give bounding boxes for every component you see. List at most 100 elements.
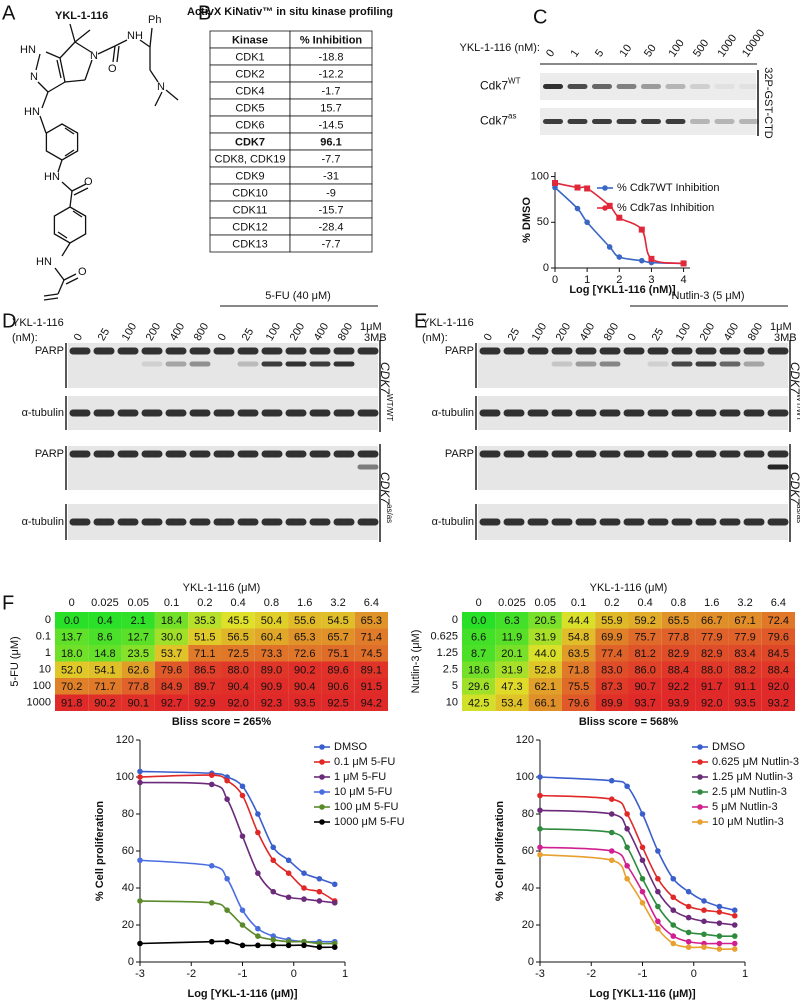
legend-marker xyxy=(319,819,325,825)
heatmap-title: YKL-1-116 (μM) xyxy=(590,582,668,594)
blot-band xyxy=(165,409,187,417)
cell-label: 44.4 xyxy=(568,615,589,627)
blot-row-label: PARP xyxy=(35,448,64,460)
table-value: CDK10 xyxy=(232,187,267,199)
cell-label: 52.0 xyxy=(61,665,82,677)
blot-row-label-allele: WT xyxy=(508,77,521,86)
legend-label: 10 μM 5-FU xyxy=(334,786,392,798)
cell-label: 79.6 xyxy=(568,698,589,710)
x-tick-label: 1 xyxy=(584,274,590,286)
heatmap-cell xyxy=(561,612,596,629)
panel-label: A xyxy=(2,2,16,24)
cell-label: 91.8 xyxy=(61,698,82,710)
heatmap-cell xyxy=(188,661,222,678)
blot-band xyxy=(479,450,501,458)
heatmap-cell xyxy=(528,612,562,629)
heatmap-cell xyxy=(695,628,729,645)
heatmap-cell xyxy=(761,628,795,645)
heatmap-cell xyxy=(661,678,696,695)
blot-band xyxy=(503,518,525,526)
heatmap-cell xyxy=(528,678,562,695)
blot-band xyxy=(743,347,765,355)
lane-label: 0 xyxy=(544,47,557,59)
blot-band xyxy=(739,119,759,124)
y-axis-label: % Cell proliferation xyxy=(94,801,106,902)
blot-row-label: PARP xyxy=(445,448,474,460)
y-tick-label: 100 xyxy=(531,170,549,182)
data-point xyxy=(537,826,543,832)
blot-band xyxy=(479,409,501,417)
heatmap-cell xyxy=(628,628,662,645)
heatmap-cell xyxy=(628,694,662,711)
blot-band xyxy=(189,518,211,526)
lane-label: 200 xyxy=(698,321,718,343)
cell-label: 12.7 xyxy=(128,632,149,644)
lane-label: 800 xyxy=(602,321,622,343)
legend-marker xyxy=(697,759,703,765)
lane-label: 0 xyxy=(482,332,495,343)
blot-band xyxy=(623,518,645,526)
legend-marker xyxy=(319,744,325,750)
blot-band xyxy=(309,347,331,355)
data-point xyxy=(316,888,323,895)
cell-label: 90.6 xyxy=(327,681,348,693)
cell-label: 92.2 xyxy=(668,681,689,693)
blot-band xyxy=(285,347,307,355)
blot-band xyxy=(767,409,789,417)
heatmap-cell xyxy=(462,694,496,711)
atom-label: HN xyxy=(36,256,52,268)
cell-label: 0.4 xyxy=(97,615,112,627)
genotype-label: CDK7WT/WT xyxy=(378,362,394,421)
table-value: CDK4 xyxy=(235,85,264,97)
data-point xyxy=(137,779,143,786)
data-point xyxy=(537,851,543,858)
data-point xyxy=(616,214,623,221)
blot-band xyxy=(641,84,661,89)
heatmap-cell xyxy=(761,694,795,711)
cell-label: 89.0 xyxy=(261,665,282,677)
blot-band xyxy=(575,450,597,458)
heatmap-cell xyxy=(495,678,529,695)
blot-band xyxy=(93,450,115,458)
blot-band xyxy=(93,409,115,417)
heatmap-cell xyxy=(288,678,322,695)
blot-band xyxy=(719,518,741,526)
cell-label: 67.1 xyxy=(734,615,755,627)
table-value: -15.7 xyxy=(318,204,343,216)
blot-band xyxy=(616,119,637,124)
atom-label: NH xyxy=(127,30,143,42)
panel-label: D xyxy=(2,310,16,332)
cell-label: 77.9 xyxy=(701,632,722,644)
blot-band xyxy=(551,450,573,458)
lane-label: 400 xyxy=(168,321,188,343)
data-point xyxy=(270,888,277,895)
atom-label: HN xyxy=(20,44,36,56)
heatmap-title: YKL-1-116 (μM) xyxy=(183,582,261,594)
cell-label: 77.8 xyxy=(668,632,689,644)
blot-band xyxy=(671,450,693,458)
data-point xyxy=(655,848,661,854)
atom-label: HN xyxy=(24,106,40,118)
data-point xyxy=(537,807,543,814)
cell-label: 90.7 xyxy=(634,681,655,693)
data-point xyxy=(701,907,707,913)
heatmap-cell xyxy=(321,661,355,678)
cell-label: 71.1 xyxy=(194,648,215,660)
cell-label: 11.9 xyxy=(502,632,523,644)
blot-band xyxy=(743,518,765,526)
x-tick-label: 3 xyxy=(648,274,654,286)
data-point xyxy=(608,829,615,836)
cell-label: 90.1 xyxy=(128,698,149,710)
data-point xyxy=(208,772,215,778)
atom-label: N xyxy=(157,81,165,93)
atom-label: Ph xyxy=(148,14,161,26)
heatmap-cell xyxy=(288,628,322,645)
heatmap-cell xyxy=(321,645,355,662)
data-point xyxy=(208,863,215,869)
data-point xyxy=(285,942,292,949)
data-point xyxy=(270,942,277,949)
blot-band xyxy=(93,518,115,526)
blot-band xyxy=(714,119,735,124)
blot-band xyxy=(543,119,563,124)
cell-label: 54.5 xyxy=(327,615,348,627)
